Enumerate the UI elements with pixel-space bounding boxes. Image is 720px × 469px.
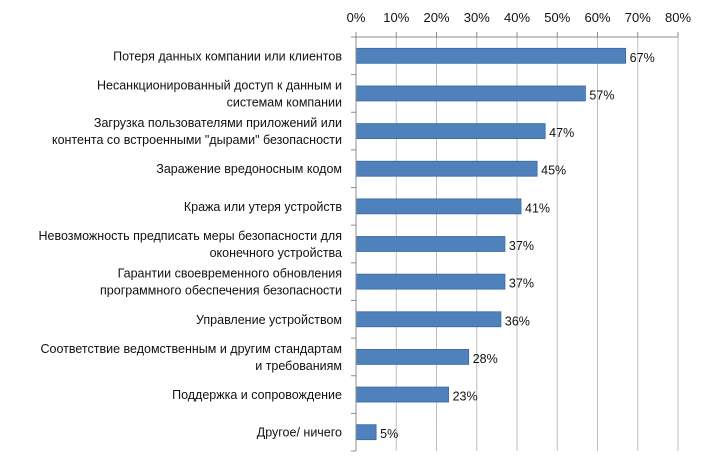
bar — [355, 85, 586, 102]
category-label-line: Несанкционированный доступ к данным и — [97, 78, 342, 92]
data-label: 41% — [525, 201, 550, 215]
bar — [355, 386, 449, 403]
category-label-line: Гарантии своевременного обновления — [118, 267, 342, 281]
x-tick-label: 10% — [383, 10, 409, 25]
data-label: 57% — [589, 88, 614, 102]
bar — [355, 236, 506, 252]
category-label: Несанкционированный доступ к данным и сис… — [97, 78, 342, 109]
bar — [355, 424, 377, 441]
category-label: Кража или утеря устройств — [184, 200, 342, 214]
data-label: 67% — [630, 51, 655, 65]
category-label-line: Заражение вредоносным кодом — [156, 162, 342, 176]
category-label-line: и требованиям — [255, 359, 342, 373]
x-tick-label: 40% — [504, 10, 530, 25]
category-label-line: оконечного устройства — [210, 246, 342, 260]
bar — [355, 198, 522, 215]
data-label: 37% — [509, 239, 534, 253]
category-label: Невозможность предписать меры безопаснос… — [39, 229, 343, 260]
x-tick-label: 80% — [665, 10, 691, 25]
x-tick-label: 20% — [423, 10, 449, 25]
category-label: Поддержка и сопровождение — [172, 388, 342, 402]
category-label-line: Управление устройством — [196, 313, 342, 327]
category-label-line: контента со встроенными "дырами" безопас… — [52, 133, 342, 147]
category-label-line: Потеря данных компании или клиентов — [113, 49, 342, 63]
bars — [355, 47, 627, 441]
category-label: Соответствие ведомственным и другим стан… — [41, 342, 343, 373]
data-label: 23% — [453, 390, 478, 404]
category-label-line: программного обеспечения безопасности — [100, 284, 342, 298]
bar — [355, 160, 538, 177]
category-label-line: Невозможность предписать меры безопаснос… — [39, 229, 343, 243]
category-label: Заражение вредоносным кодом — [156, 162, 342, 176]
category-label: Загрузка пользователями приложений или ко… — [52, 116, 342, 147]
category-label-line: Соответствие ведомственным и другим стан… — [41, 342, 343, 356]
category-label: Другое/ ничего — [257, 426, 342, 440]
category-label-line: Загрузка пользователями приложений или — [94, 116, 342, 130]
category-label-line: Поддержка и сопровождение — [172, 388, 342, 402]
category-labels: Потеря данных компании или клиентов Несан… — [39, 49, 343, 439]
bar — [355, 47, 627, 64]
category-label-line: системам компании — [227, 95, 342, 109]
data-label: 36% — [505, 314, 530, 328]
bar — [355, 311, 502, 328]
x-tick-label: 60% — [584, 10, 610, 25]
x-tick-label: 50% — [544, 10, 570, 25]
axes — [351, 32, 679, 452]
category-label: Гарантии своевременного обновления програ… — [100, 267, 342, 298]
category-label: Управление устройством — [196, 313, 342, 327]
data-label: 47% — [549, 126, 574, 140]
category-label-line: Другое/ ничего — [257, 426, 342, 440]
x-tick-label: 70% — [625, 10, 651, 25]
bar — [355, 273, 506, 290]
data-label: 45% — [541, 164, 566, 178]
x-tick-label: 0% — [347, 10, 366, 25]
data-labels: 67% 57% 47% 45% 41% 37% 37% 36% 28% 23% 5% — [380, 51, 655, 441]
category-label: Потеря данных компании или клиентов — [113, 49, 342, 63]
category-label-line: Кража или утеря устройств — [184, 200, 342, 214]
data-label: 5% — [380, 427, 398, 441]
x-tick-label: 30% — [464, 10, 490, 25]
bar — [355, 123, 546, 139]
data-label: 28% — [473, 352, 498, 366]
bar — [355, 349, 470, 365]
x-axis-ticks: 0% 10% 20% 30% 40% 50% 60% 70% 80% — [347, 10, 692, 25]
data-label: 37% — [509, 277, 534, 291]
